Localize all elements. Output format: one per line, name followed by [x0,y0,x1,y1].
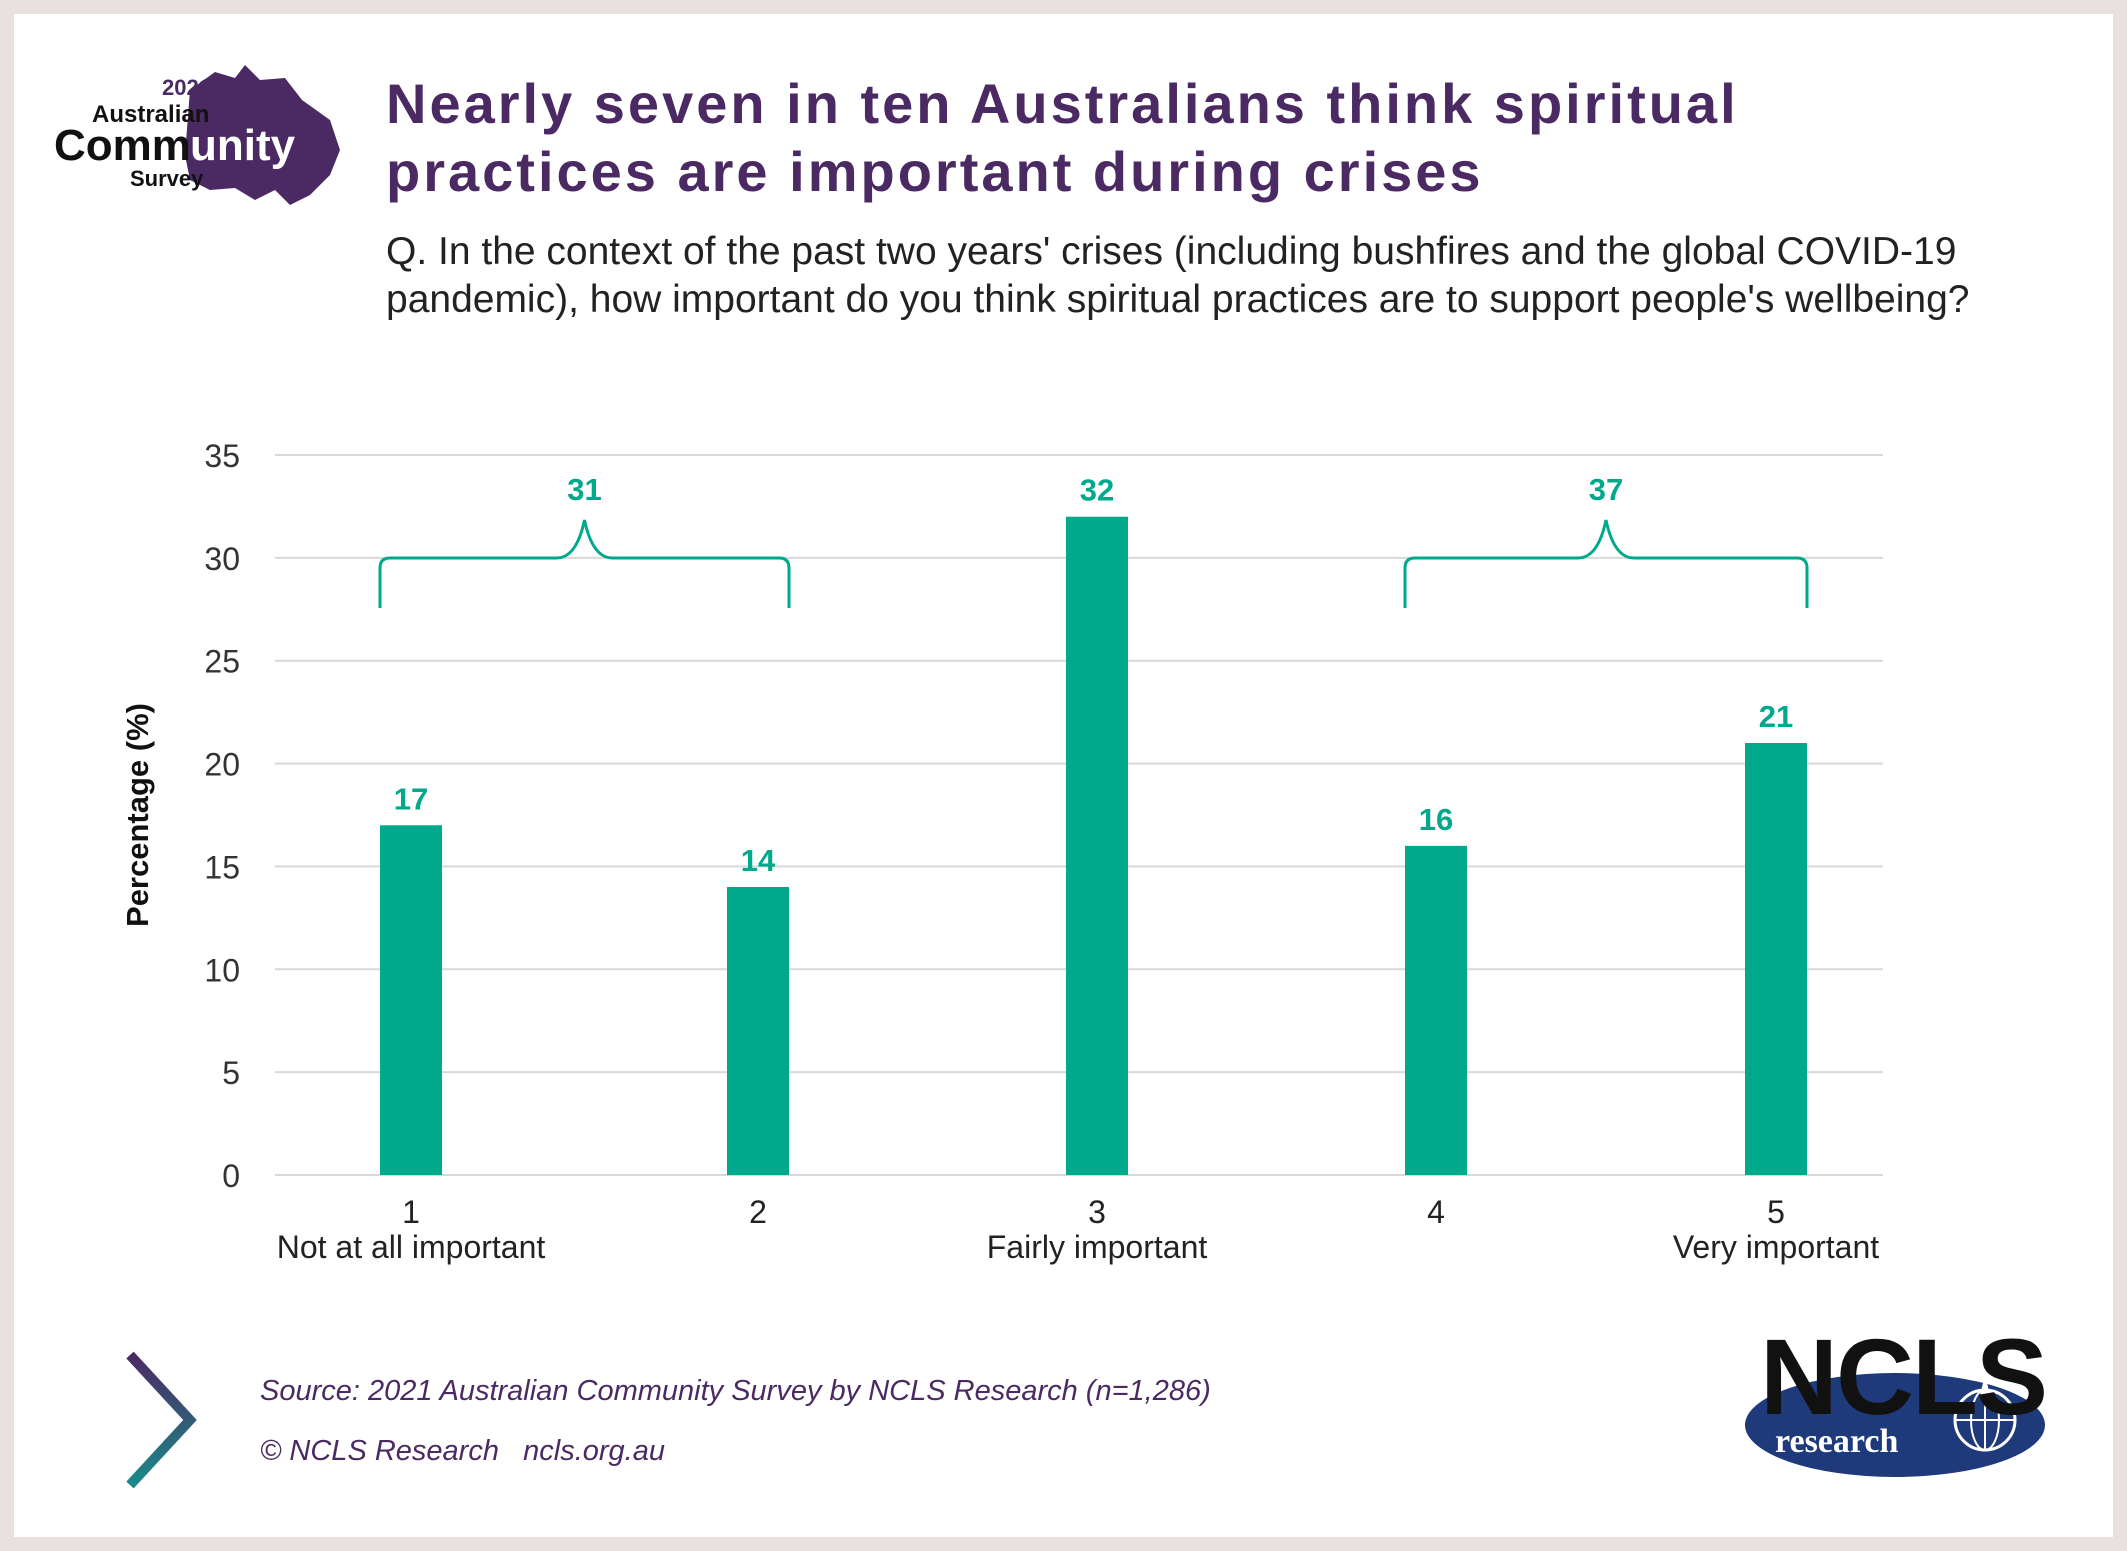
x-tick-label: 4 [1427,1194,1445,1230]
x-tick-label: 1 [402,1194,420,1230]
source-note: Source: 2021 Australian Community Survey… [260,1375,1211,1407]
y-tick-label: 10 [204,952,240,988]
ncls-subtext: research [1775,1423,1899,1460]
bar-value-label: 21 [1759,699,1793,734]
group-bracket [378,519,791,608]
logo-line1: Australian [92,101,209,128]
bar-value-label: 14 [741,843,776,878]
y-tick-label: 5 [222,1055,240,1091]
bar-value-label: 16 [1419,802,1453,837]
x-category-label: Very important [1673,1229,1879,1265]
bar [1405,845,1467,1175]
chevron-right-icon[interactable] [110,1345,220,1495]
compass-globe-icon [1953,1375,2017,1452]
x-category-label: Not at all important [277,1229,546,1265]
ncls-logo [1745,1373,2045,1477]
bar-value-label: 32 [1080,473,1114,508]
logo-line2b: unity [190,121,296,170]
y-tick-label: 30 [204,541,240,577]
group-total-label: 31 [567,472,601,507]
survey-logo: 2021 Australian Comm unity Survey [54,65,340,205]
group-bracket [1403,519,1809,608]
survey-question: Q. In the context of the past two years'… [386,230,1970,321]
y-tick-label: 35 [204,438,240,474]
chart-title: Nearly seven in ten Australians think sp… [386,72,1739,203]
bar [1745,743,1807,1175]
bar [1066,516,1128,1175]
ncls-wordmark: NCLS [1760,1316,2048,1437]
logo-line2a: Comm [54,121,191,170]
y-tick-label: 20 [204,747,240,783]
copyright-note: © NCLS Research ncls.org.au [260,1435,665,1467]
x-tick-label: 3 [1088,1194,1106,1230]
x-tick-label: 2 [749,1194,767,1230]
y-axis-label: Percentage (%) [120,703,155,927]
y-tick-label: 0 [222,1158,240,1194]
x-category-label: Fairly important [987,1229,1208,1265]
y-tick-label: 15 [204,849,240,885]
x-tick-label: 5 [1767,1194,1785,1230]
bar-value-label: 17 [394,781,428,816]
y-tick-label: 25 [204,644,240,680]
logo-line3: Survey [130,166,204,191]
bar [380,825,442,1175]
logo-year: 2021 [162,75,211,100]
group-total-label: 37 [1589,472,1623,507]
bar [727,887,789,1175]
australia-map-icon [185,65,340,205]
